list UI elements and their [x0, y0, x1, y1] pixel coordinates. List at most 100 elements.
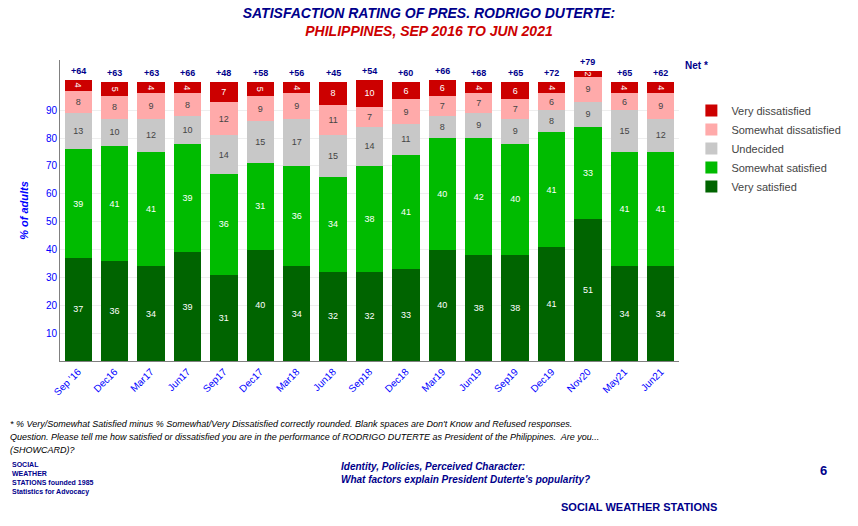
svg-text:Mar17: Mar17 [128, 366, 156, 394]
svg-text:36: 36 [110, 306, 120, 316]
svg-text:Dec19: Dec19 [528, 366, 557, 395]
svg-text:10: 10 [46, 328, 58, 339]
svg-text:9: 9 [258, 104, 263, 114]
svg-text:4: 4 [292, 85, 302, 90]
svg-text:4: 4 [474, 85, 484, 90]
svg-text:11: 11 [401, 134, 410, 144]
svg-text:14: 14 [364, 141, 374, 151]
svg-text:2: 2 [583, 71, 593, 76]
svg-text:+68: +68 [471, 68, 486, 78]
svg-text:33: 33 [401, 310, 411, 320]
svg-text:9: 9 [585, 109, 590, 119]
svg-text:6: 6 [403, 86, 408, 96]
svg-text:9: 9 [585, 84, 590, 94]
svg-text:38: 38 [510, 303, 520, 313]
svg-text:12: 12 [219, 114, 229, 124]
svg-text:12: 12 [146, 130, 156, 140]
svg-text:SATISFACTION RATING OF PRES. R: SATISFACTION RATING OF PRES. RODRIGO DUT… [243, 5, 616, 39]
svg-text:41: 41 [656, 204, 666, 214]
svg-text:39: 39 [182, 302, 192, 312]
svg-text:+64: +64 [71, 66, 86, 76]
svg-text:Jun17: Jun17 [165, 366, 192, 393]
svg-text:34: 34 [328, 219, 338, 229]
svg-text:4: 4 [146, 85, 156, 90]
svg-text:41: 41 [547, 185, 557, 195]
svg-text:36: 36 [219, 219, 229, 229]
svg-text:50: 50 [46, 216, 58, 227]
svg-text:36: 36 [292, 211, 302, 221]
svg-text:(SHOWCARD)?: (SHOWCARD)? [10, 445, 75, 455]
svg-text:90: 90 [46, 105, 58, 116]
svg-text:May21: May21 [600, 366, 629, 395]
svg-text:9: 9 [149, 101, 154, 111]
svg-text:Jun18: Jun18 [311, 366, 338, 393]
svg-text:9: 9 [476, 120, 481, 130]
svg-text:+79: +79 [580, 57, 595, 67]
svg-text:Question. Please tell me how s: Question. Please tell me how satisfied o… [10, 432, 599, 442]
svg-text:4: 4 [547, 85, 557, 90]
svg-text:40: 40 [46, 244, 58, 255]
svg-text:+54: +54 [362, 66, 377, 76]
svg-text:6: 6 [622, 97, 627, 107]
svg-text:9: 9 [658, 101, 663, 111]
svg-text:Sep18: Sep18 [346, 366, 375, 395]
svg-text:41: 41 [110, 199, 120, 209]
svg-text:7: 7 [367, 112, 372, 122]
svg-text:+48: +48 [216, 68, 231, 78]
svg-text:5: 5 [255, 87, 265, 92]
svg-text:Jun19: Jun19 [457, 366, 484, 393]
svg-text:+45: +45 [326, 68, 341, 78]
svg-text:Mar19: Mar19 [419, 366, 447, 394]
svg-text:4: 4 [619, 85, 629, 90]
svg-text:11: 11 [328, 115, 337, 125]
svg-text:15: 15 [328, 151, 338, 161]
svg-text:Somewhat dissatisfied: Somewhat dissatisfied [731, 124, 840, 136]
svg-text:51: 51 [583, 285, 593, 295]
svg-text:9: 9 [403, 107, 408, 117]
svg-text:9: 9 [513, 126, 518, 136]
svg-text:40: 40 [510, 194, 520, 204]
svg-text:+56: +56 [289, 68, 304, 78]
svg-text:80: 80 [46, 133, 58, 144]
svg-text:Undecided: Undecided [731, 143, 784, 155]
svg-text:Somewhat satisfied: Somewhat satisfied [731, 162, 826, 174]
svg-text:20: 20 [46, 300, 58, 311]
svg-text:7: 7 [513, 104, 518, 114]
svg-text:Dec18: Dec18 [383, 366, 412, 395]
svg-text:+63: +63 [144, 68, 159, 78]
svg-text:4: 4 [73, 83, 83, 88]
svg-text:Sep '16: Sep '16 [52, 366, 84, 398]
svg-text:Nov20: Nov20 [565, 366, 594, 395]
svg-text:SOCIALWEATHERSTATIONS founded: SOCIALWEATHERSTATIONS founded 1985Statis… [12, 461, 94, 496]
svg-text:32: 32 [328, 311, 338, 321]
svg-text:SOCIAL WEATHER STATIONS: SOCIAL WEATHER STATIONS [561, 501, 717, 513]
svg-text:Very dissatisfied: Very dissatisfied [731, 105, 810, 117]
svg-text:4: 4 [182, 85, 192, 90]
svg-text:31: 31 [219, 313, 229, 323]
svg-text:38: 38 [474, 303, 484, 313]
svg-text:8: 8 [76, 97, 81, 107]
svg-text:17: 17 [292, 137, 302, 147]
svg-text:34: 34 [619, 309, 629, 319]
svg-text:6: 6 [513, 86, 518, 96]
svg-text:Mar18: Mar18 [274, 366, 302, 394]
svg-text:6: 6 [820, 463, 827, 478]
svg-text:34: 34 [656, 309, 666, 319]
svg-text:4: 4 [656, 85, 666, 90]
svg-text:14: 14 [219, 150, 229, 160]
svg-text:42: 42 [474, 192, 484, 202]
svg-text:+63: +63 [107, 68, 122, 78]
svg-text:15: 15 [255, 137, 265, 147]
svg-text:+66: +66 [435, 66, 450, 76]
svg-text:% of adults: % of adults [18, 181, 30, 240]
svg-text:41: 41 [401, 207, 411, 217]
svg-text:7: 7 [221, 87, 226, 97]
svg-text:34: 34 [146, 309, 156, 319]
svg-text:39: 39 [182, 193, 192, 203]
svg-text:6: 6 [549, 97, 554, 107]
svg-text:+65: +65 [617, 68, 632, 78]
svg-text:40: 40 [255, 300, 265, 310]
svg-text:Net *: Net * [685, 60, 708, 71]
svg-text:Dec17: Dec17 [237, 366, 266, 395]
svg-text:Identity, Policies, Perceived: Identity, Policies, Perceived Character:… [341, 461, 590, 485]
